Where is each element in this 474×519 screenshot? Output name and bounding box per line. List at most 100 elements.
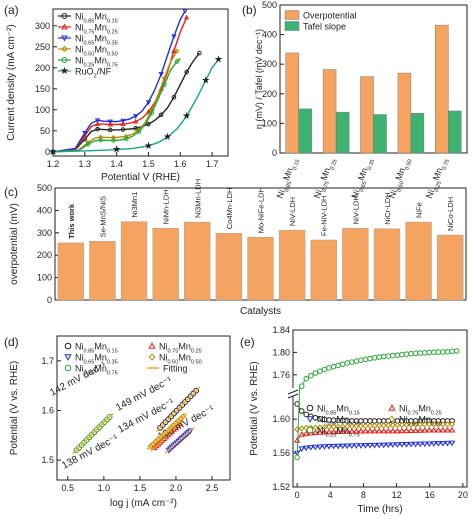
formula-part: Mn xyxy=(94,45,107,55)
formula-part: 0.25 xyxy=(329,159,338,171)
bar xyxy=(405,221,432,301)
data-point xyxy=(421,427,428,433)
data-point: ★ xyxy=(112,145,121,156)
y-tick-label: 0 xyxy=(272,148,277,158)
data-point xyxy=(316,429,324,435)
plot-frame xyxy=(292,329,468,488)
data-point xyxy=(162,82,167,87)
formula-part: 0.85 xyxy=(84,349,95,355)
formula-part: Ni xyxy=(399,415,408,425)
data-point xyxy=(312,429,319,436)
data-point xyxy=(107,119,113,125)
axis-break-mark xyxy=(287,393,299,399)
data-point xyxy=(408,421,415,428)
chart-b: 0 100 200 300 400 500 η (mV) / Tafel (mV dec⁻¹… xyxy=(254,0,468,201)
x-axis-label: Catalysts xyxy=(240,306,281,317)
bar-category-label: Mo-NiFe-LDH xyxy=(257,187,266,233)
data-point xyxy=(371,418,378,424)
data-point xyxy=(417,427,424,433)
x-tick-label: Ni0.25Mn0.75 xyxy=(424,156,451,201)
y-tick-label: 1.5 xyxy=(41,455,54,465)
data-point xyxy=(430,426,438,433)
panel-label: (c) xyxy=(4,185,18,199)
formula-part: Mn xyxy=(336,426,349,436)
data-point xyxy=(307,445,314,451)
data-point xyxy=(293,437,301,443)
x-tick-label: 20 xyxy=(458,490,468,500)
y-axis-label: overpotential (mV) xyxy=(9,203,20,285)
formula-part: Mn xyxy=(94,353,107,363)
x-tick-label: 1.7 xyxy=(206,159,219,169)
y-tick-label: 100 xyxy=(262,118,277,128)
legend-marker xyxy=(61,35,68,42)
data-point xyxy=(417,441,424,448)
bar xyxy=(278,229,306,301)
bar xyxy=(373,114,387,154)
x-tick-label: Ni0.75Mn0.25 xyxy=(312,156,339,201)
formula-part: Ni xyxy=(387,188,399,199)
x-tick-label: 1.2 xyxy=(47,159,60,169)
legend-marker xyxy=(148,353,156,361)
data-point xyxy=(158,72,164,77)
legend-label: Ni0.75Mn0.25 xyxy=(159,342,202,355)
bar-category-label: NiCr-LDH xyxy=(383,192,392,225)
data-point xyxy=(357,423,364,430)
y-axis-label: Potential (V vs. RHE) xyxy=(249,361,260,455)
data-point xyxy=(174,59,180,64)
legend-label: Ni0.65Mn0.35 xyxy=(317,415,360,428)
y-tick-label: 1.7 xyxy=(41,356,54,366)
data-point xyxy=(398,427,406,434)
data-point xyxy=(107,127,113,133)
bar xyxy=(89,241,116,301)
formula-part: RuO xyxy=(75,67,94,77)
x-tick-label: 4 xyxy=(328,490,333,500)
panel-label: (d) xyxy=(4,335,19,349)
data-point xyxy=(123,136,129,142)
data-point xyxy=(362,418,369,424)
formula-part: 0.15 xyxy=(107,19,118,25)
x-tick-label: 2.5 xyxy=(206,483,219,493)
bar xyxy=(310,239,337,301)
formula-part: Ni xyxy=(75,353,84,363)
y-tick-label: 1.52 xyxy=(272,482,290,492)
bar xyxy=(152,228,179,301)
data-point xyxy=(353,427,360,434)
bar-category-label: NiMn-LDH xyxy=(162,189,171,224)
data-point xyxy=(161,75,167,81)
data-point xyxy=(303,424,310,431)
formula-part: 0.25 xyxy=(84,63,95,69)
data-point: ★ xyxy=(182,111,191,122)
chart-d: 0.5 1.0 1.5 2.0 2.5 1.5 1.6 1.7 log j (mA cm⁻²) P… xyxy=(9,335,231,509)
y-tick-label: 1.6 xyxy=(41,405,54,415)
y-tick-label: 500 xyxy=(37,183,52,193)
data-point xyxy=(426,349,433,356)
data-point xyxy=(111,138,116,143)
data-point xyxy=(133,125,139,131)
fit-line xyxy=(164,427,195,454)
formula-part: 0.65 xyxy=(84,360,95,366)
data-point xyxy=(321,366,328,373)
y-tick-label: 300 xyxy=(262,59,277,69)
data-point xyxy=(380,442,387,449)
data-point xyxy=(184,69,189,75)
data-point xyxy=(335,362,341,369)
legend-label: Ni0.75Mn0.25 xyxy=(399,404,442,417)
data-point xyxy=(417,350,423,356)
bar-category-label: Ni3Mn1 xyxy=(130,192,139,218)
formula-part: Ni xyxy=(399,404,408,414)
formula-part: 0.75 xyxy=(107,371,118,377)
data-point xyxy=(444,421,451,428)
formula-part: Mn xyxy=(336,415,349,425)
formula-part: 0.85 xyxy=(284,181,293,193)
formula-part: Mn xyxy=(94,342,107,352)
y-tick-label: 500 xyxy=(262,0,277,10)
data-point xyxy=(174,48,180,54)
data-point xyxy=(344,423,351,430)
data-point xyxy=(362,356,369,363)
formula-part: Ni xyxy=(75,56,84,66)
data-point xyxy=(353,443,360,449)
bar xyxy=(120,221,148,301)
data-point xyxy=(426,426,433,433)
x-tick-label: 0 xyxy=(295,490,300,500)
data-point xyxy=(448,440,456,447)
